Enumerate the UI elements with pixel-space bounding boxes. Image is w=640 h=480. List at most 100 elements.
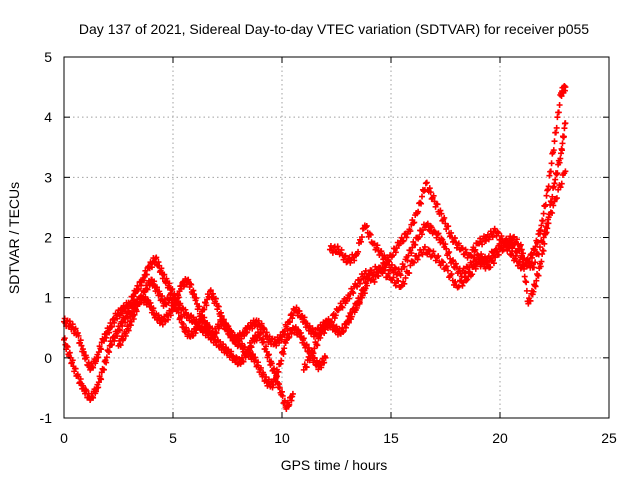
y-tick-label: 2 (44, 230, 52, 246)
data-point (530, 288, 537, 295)
data-point (272, 378, 279, 385)
data-point (498, 233, 505, 240)
data-point (559, 140, 566, 147)
data-point (401, 280, 408, 287)
data-point (340, 327, 347, 334)
data-point (346, 295, 353, 302)
x-tick-label: 10 (274, 430, 290, 446)
data-point (303, 364, 310, 371)
x-tick-label: 25 (601, 430, 617, 446)
data-point (263, 343, 270, 350)
grid (64, 57, 609, 418)
data-point (381, 267, 388, 274)
data-point (536, 244, 543, 251)
data-point (310, 350, 317, 357)
data-point (498, 243, 505, 250)
data-point (350, 290, 357, 297)
y-tick-label: 0 (44, 350, 52, 366)
data-point (544, 225, 551, 232)
data-point (540, 210, 547, 217)
data-point (356, 280, 363, 287)
data-point (495, 251, 502, 258)
data-point (170, 295, 176, 302)
data-point (325, 325, 332, 332)
data-point (415, 208, 422, 215)
data-point (478, 251, 485, 258)
data-point (318, 364, 325, 371)
data-point (438, 210, 445, 217)
x-axis-label: GPS time / hours (281, 457, 388, 473)
data-point (240, 358, 247, 365)
data-point (509, 245, 516, 252)
data-point (458, 273, 465, 280)
data-point (390, 274, 397, 281)
data-point (434, 201, 441, 208)
data-point (203, 302, 210, 309)
data-point (286, 318, 293, 325)
data-point (69, 357, 76, 364)
data-point (338, 246, 345, 253)
data-point (374, 242, 381, 249)
data-point (421, 243, 428, 250)
data-point (550, 202, 557, 209)
data-point (136, 300, 143, 307)
data-point (417, 199, 424, 206)
data-point (540, 247, 547, 254)
axis-ticks (63, 56, 610, 419)
data-point (538, 258, 545, 265)
data-point (151, 278, 158, 285)
data-point (218, 312, 225, 319)
x-tick-label: 20 (492, 430, 508, 446)
data-point (313, 341, 320, 348)
data-point (279, 392, 286, 399)
data-point (464, 276, 471, 283)
data-point (248, 344, 255, 351)
data-point (124, 315, 131, 322)
data-point (550, 147, 557, 154)
data-point (535, 272, 542, 279)
data-point (560, 133, 567, 140)
data-point (100, 366, 107, 373)
data-point (172, 301, 179, 308)
data-point (435, 253, 442, 260)
chart-title: Day 137 of 2021, Sidereal Day-to-day VTE… (79, 21, 589, 37)
data-point (207, 287, 214, 294)
data-point (419, 193, 426, 200)
data-point (244, 329, 251, 336)
data-point (103, 354, 110, 361)
data-point (479, 241, 486, 248)
data-point (527, 297, 534, 304)
data-point (553, 124, 560, 131)
data-point (407, 228, 414, 235)
data-point (472, 246, 479, 253)
data-point (450, 257, 457, 264)
data-point (307, 355, 314, 362)
data-point (358, 234, 365, 241)
data-point (471, 254, 478, 261)
data-point (448, 229, 455, 236)
data-point (276, 339, 283, 346)
data-point (391, 264, 398, 271)
data-point (314, 342, 321, 349)
data-point (469, 271, 476, 278)
y-tick-label: 3 (44, 169, 52, 185)
data-point (545, 183, 552, 190)
data-point (516, 248, 523, 255)
data-point (278, 357, 285, 364)
data-point (201, 306, 208, 313)
data-point (90, 364, 97, 371)
data-point (143, 271, 150, 278)
data-point (397, 272, 404, 279)
data-point (106, 349, 113, 356)
data-point (444, 267, 451, 274)
data-point (401, 263, 408, 270)
data-point (95, 354, 102, 361)
data-point (249, 325, 256, 332)
data-point (135, 285, 142, 292)
data-point (378, 248, 385, 255)
data-point (490, 260, 497, 267)
data-point (353, 282, 360, 289)
data-point (511, 241, 518, 248)
data-point (431, 228, 438, 235)
data-point (443, 263, 450, 270)
